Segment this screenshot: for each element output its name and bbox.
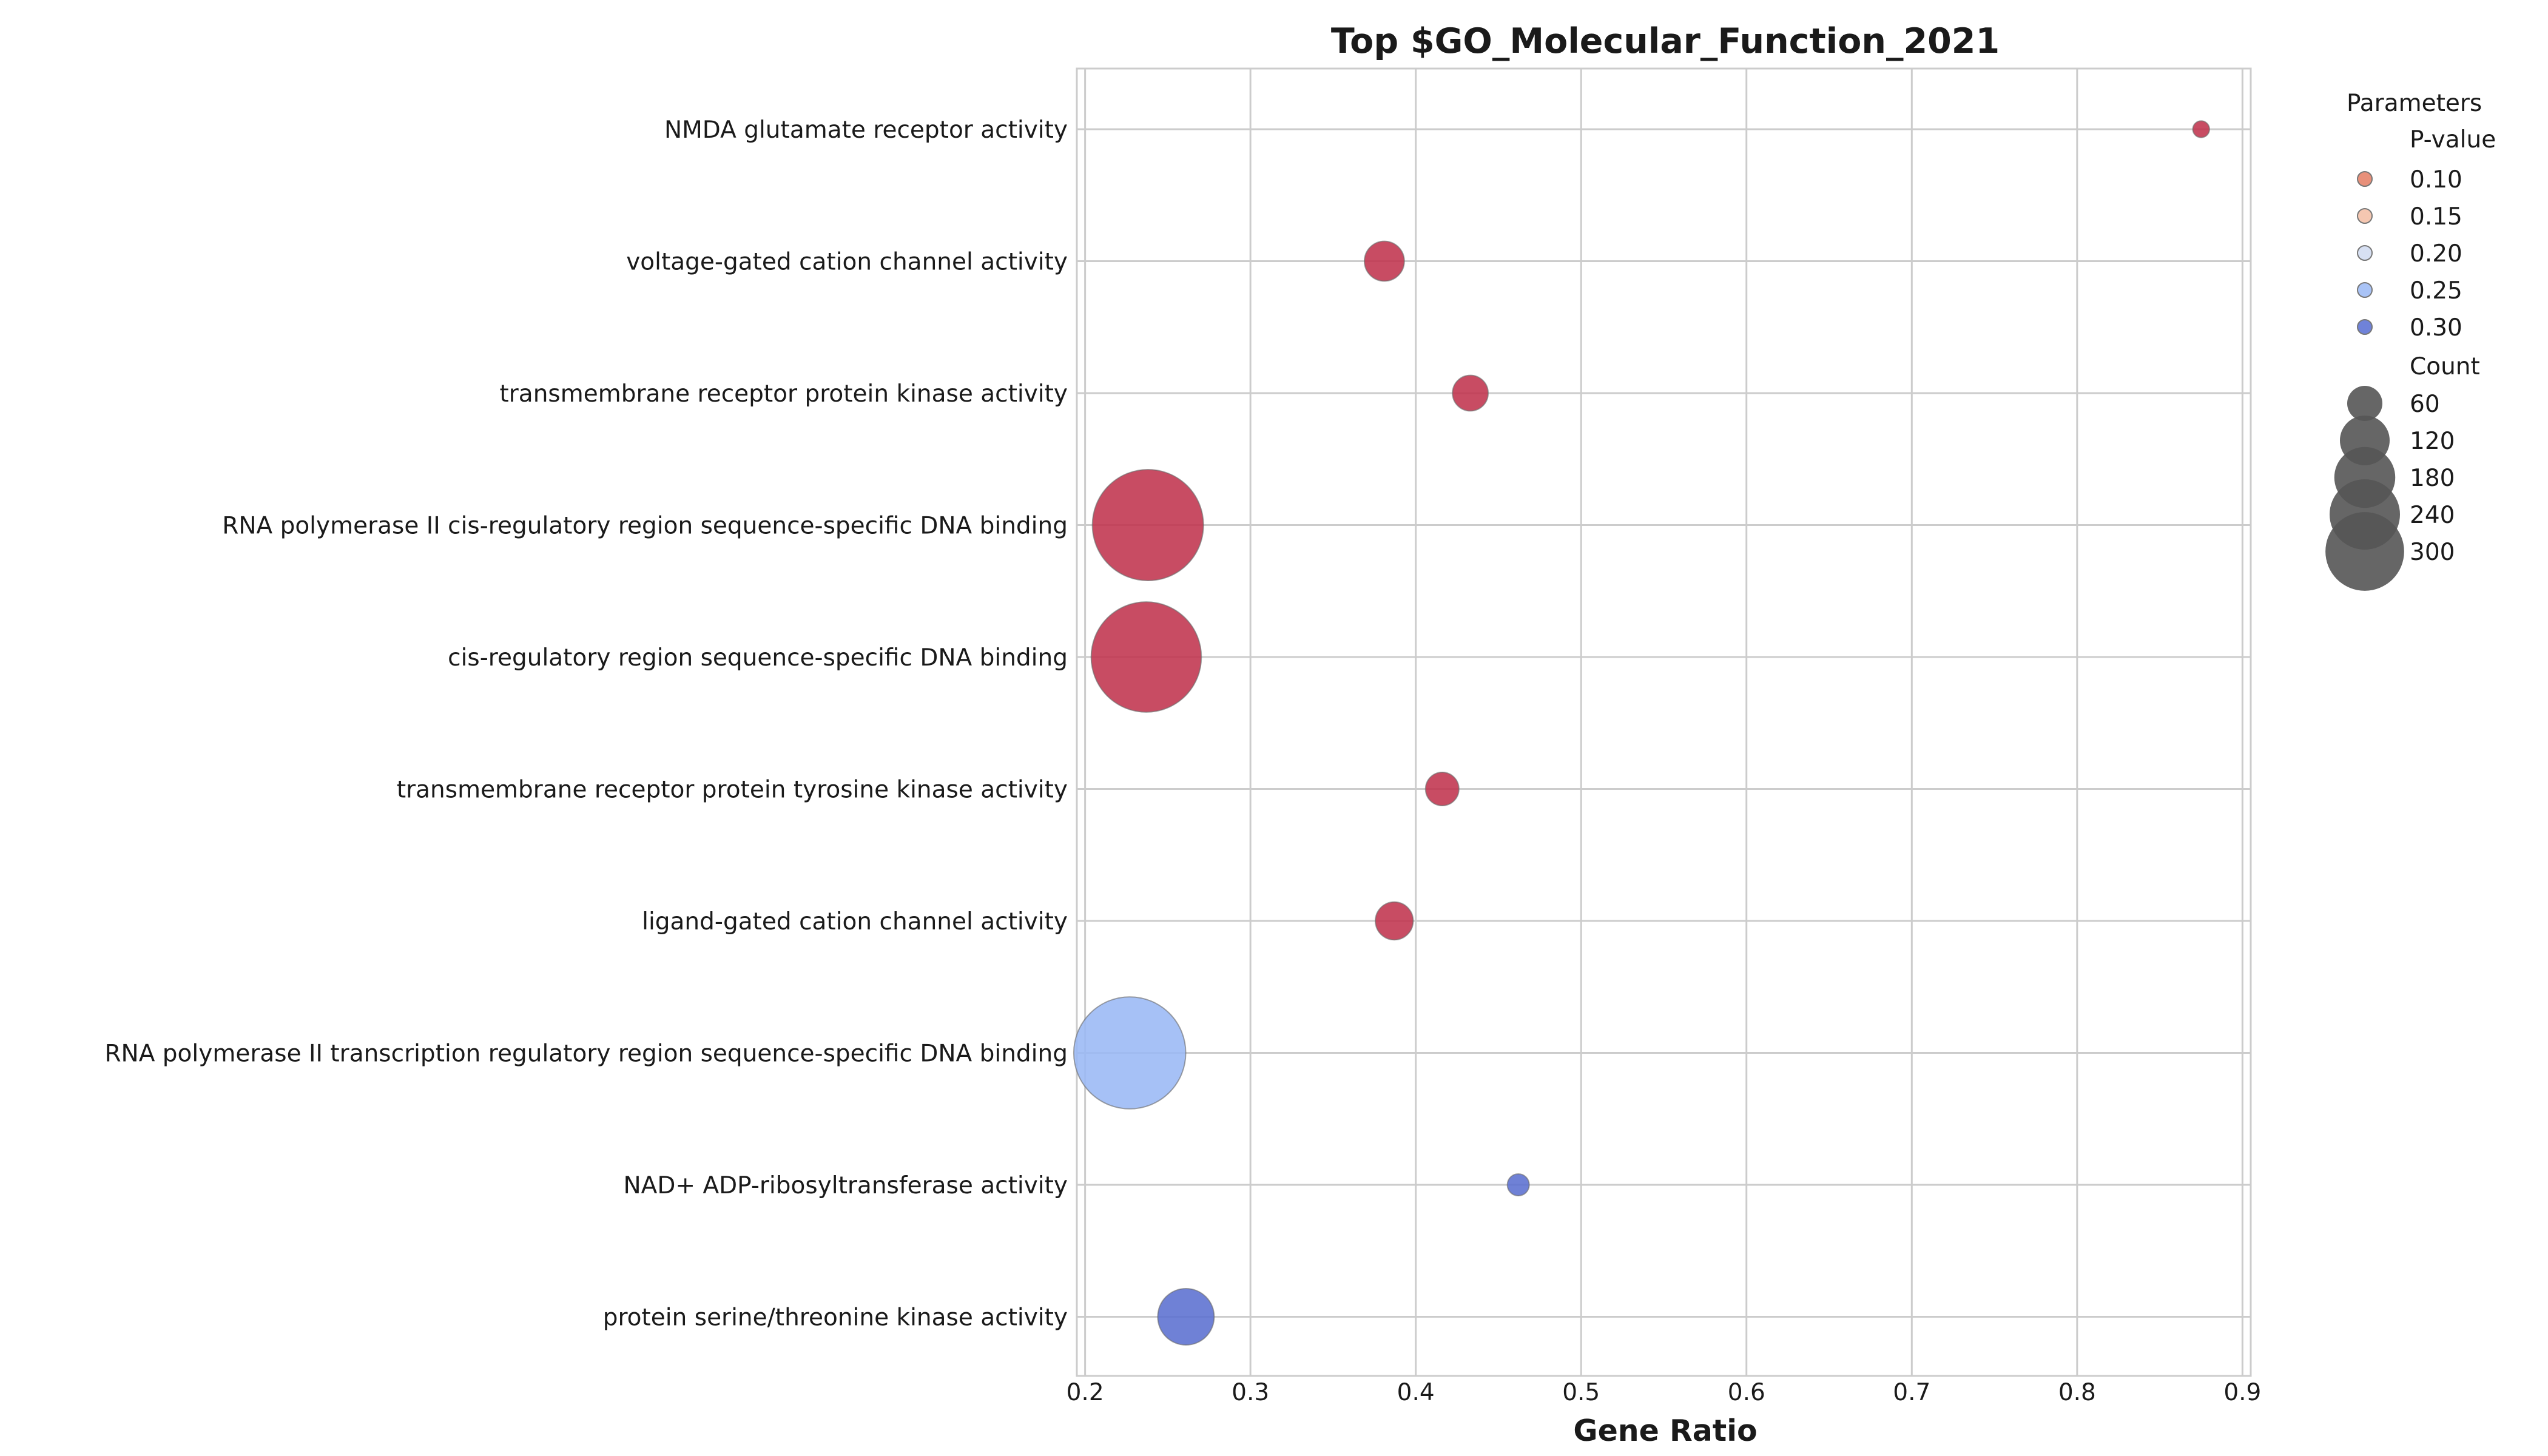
x-tick-label: 0.8 <box>2058 1379 2096 1406</box>
category-label: voltage-gated cation channel activity <box>626 249 1068 276</box>
data-point <box>1157 1287 1215 1346</box>
x-tick-label: 0.5 <box>1562 1379 1600 1406</box>
legend-count-label: 120 <box>2410 428 2455 455</box>
legend-pvalue-label: 0.30 <box>2410 314 2462 342</box>
category-label: NAD+ ADP-ribosyltransferase activity <box>623 1172 1068 1199</box>
legend-pvalue-marker <box>2357 171 2373 187</box>
x-tick-label: 0.6 <box>1728 1379 1765 1406</box>
category-label: transmembrane receptor protein tyrosine … <box>397 777 1068 804</box>
legend: Parameters P-value 0.100.150.200.250.30 … <box>2325 90 2496 591</box>
category-label: transmembrane receptor protein kinase ac… <box>499 380 1068 408</box>
data-point <box>1091 468 1204 582</box>
category-labels: NMDA glutamate receptor activity voltage-… <box>104 116 1068 1332</box>
data-points <box>1073 120 2210 1346</box>
category-label: protein serine/threonine kinase activity <box>603 1304 1068 1332</box>
category-label: ligand-gated cation channel activity <box>642 908 1068 935</box>
x-tick-label: 0.7 <box>1893 1379 1930 1406</box>
data-point <box>1090 601 1202 713</box>
legend-pvalue-marker <box>2357 245 2373 261</box>
data-point <box>1375 901 1414 941</box>
data-point <box>1073 996 1187 1110</box>
data-point <box>2192 120 2210 138</box>
x-tick-label: 0.4 <box>1397 1379 1435 1406</box>
x-tick-label: 0.3 <box>1232 1379 1269 1406</box>
legend-pvalue-entries: 0.10 0.15 0.20 0.25 0.30 <box>2357 166 2462 342</box>
legend-count-entries: 60 120 180 240 300 <box>2325 385 2455 591</box>
chart-title: Top $GO_Molecular_Function_2021 <box>1331 21 2000 61</box>
grid-lines <box>1077 69 2251 1376</box>
legend-title: Parameters <box>2347 90 2482 117</box>
legend-count-title: Count <box>2410 353 2480 380</box>
legend-pvalue-label: 0.20 <box>2410 240 2462 268</box>
category-label: NMDA glutamate receptor activity <box>664 116 1068 144</box>
legend-count-marker <box>2325 512 2404 591</box>
category-label: cis-regulatory region sequence-specific … <box>448 644 1068 672</box>
data-point <box>1452 374 1489 412</box>
legend-pvalue-marker <box>2357 282 2373 298</box>
legend-pvalue-label: 0.15 <box>2410 203 2462 231</box>
x-axis-label: Gene Ratio <box>1573 1414 1757 1448</box>
data-point <box>1364 240 1405 282</box>
legend-count-label: 300 <box>2410 539 2455 566</box>
legend-pvalue-label: 0.10 <box>2410 166 2462 194</box>
data-point <box>1506 1173 1530 1197</box>
legend-pvalue-marker <box>2357 208 2373 224</box>
x-tick-label: 0.2 <box>1067 1379 1104 1406</box>
legend-count-label: 60 <box>2410 391 2440 418</box>
x-tick-labels: 0.2 0.3 0.4 0.5 0.6 0.7 0.8 0.9 <box>1067 1379 2262 1406</box>
data-point <box>1424 771 1460 807</box>
category-label: RNA polymerase II transcription regulato… <box>104 1040 1068 1068</box>
legend-pvalue-label: 0.25 <box>2410 277 2462 305</box>
legend-count-label: 240 <box>2410 502 2455 529</box>
legend-count-label: 180 <box>2410 465 2455 492</box>
legend-pvalue-marker <box>2357 319 2373 335</box>
plot-frame <box>1076 67 2252 1377</box>
legend-count-marker <box>2347 385 2383 422</box>
legend-pvalue-title: P-value <box>2410 126 2496 153</box>
category-label: RNA polymerase II cis-regulatory region … <box>222 513 1068 540</box>
x-tick-label: 0.9 <box>2223 1379 2261 1406</box>
